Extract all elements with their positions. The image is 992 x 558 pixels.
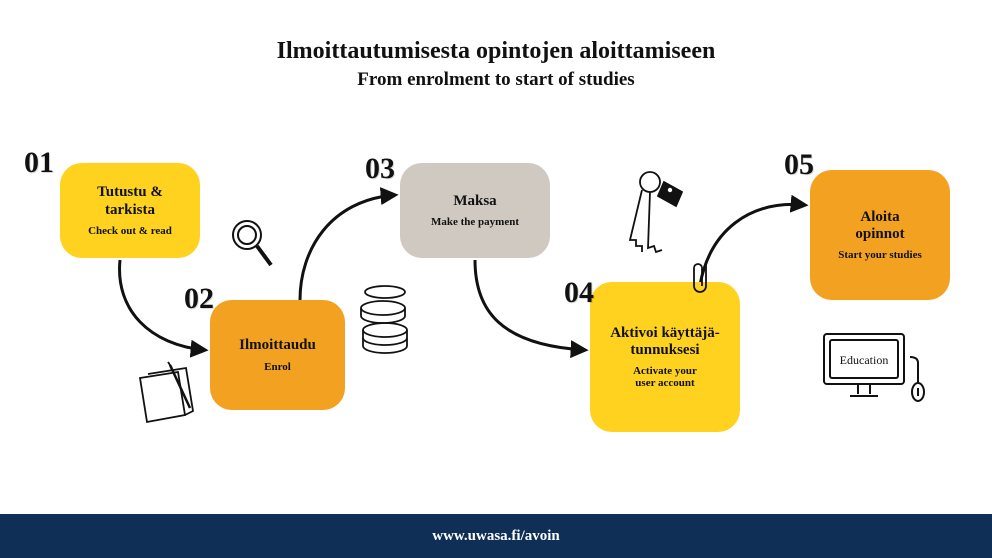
monitor-icon: Education (820, 330, 930, 420)
step-4-number: 04 (564, 276, 594, 310)
keys-icon (620, 170, 690, 270)
step-5-number: 05 (784, 148, 814, 182)
paperclip-icon (690, 258, 714, 298)
footer-bar: www.uwasa.fi/avoin (0, 514, 992, 558)
step-3-title: Maksa (453, 193, 496, 210)
step-3-number: 03 (365, 152, 395, 186)
step-3-sub: Make the payment (431, 216, 519, 228)
coins-icon (355, 280, 415, 360)
step-5-sub: Start your studies (838, 249, 922, 261)
title-block: Ilmoittautumisesta opintojen aloittamise… (0, 0, 992, 91)
step-1-number: 01 (24, 146, 54, 180)
step-4-title: Aktivoi käyttäjä-tunnuksesi (604, 325, 726, 360)
step-2: Ilmoittaudu Enrol (210, 300, 345, 410)
step-2-number: 02 (184, 282, 214, 316)
step-1-sub: Check out & read (88, 225, 172, 237)
step-1-title: Tutustu &tarkista (97, 184, 163, 219)
title-main: Ilmoittautumisesta opintojen aloittamise… (0, 38, 992, 65)
step-4-sub: Activate youruser account (633, 365, 697, 389)
footer-url: www.uwasa.fi/avoin (432, 528, 560, 545)
step-4: Aktivoi käyttäjä-tunnuksesi Activate your… (590, 282, 740, 432)
step-2-title: Ilmoittaudu (239, 337, 316, 354)
title-sub: From enrolment to start of studies (0, 69, 992, 91)
step-1: Tutustu &tarkista Check out & read (60, 163, 200, 258)
magnifier-icon (225, 215, 280, 275)
step-2-sub: Enrol (264, 361, 291, 373)
step-5: Aloitaopinnot Start your studies (810, 170, 950, 300)
step-5-title: Aloitaopinnot (855, 209, 904, 244)
step-3: Maksa Make the payment (400, 163, 550, 258)
svg-text:Education: Education (840, 353, 889, 367)
paper-pen-icon (130, 360, 210, 440)
